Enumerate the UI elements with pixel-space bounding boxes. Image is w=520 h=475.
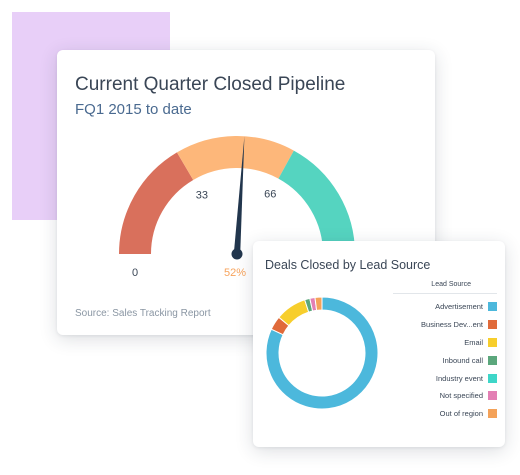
- legend-label: Out of region: [439, 409, 483, 419]
- donut-slice-advertisement: [265, 296, 379, 410]
- legend-item: Inbound call: [393, 351, 497, 369]
- legend-swatch: [488, 337, 497, 347]
- legend-swatch: [488, 320, 497, 330]
- gauge-band-1: [119, 152, 194, 255]
- gauge-tick-label: 66: [264, 189, 276, 201]
- legend-swatch: [488, 302, 497, 312]
- gauge-needle-hub: [231, 248, 243, 260]
- legend-label: Industry event: [435, 373, 483, 383]
- gauge-tick-label: 33: [196, 190, 208, 202]
- legend-label: Business Dev...ent: [421, 320, 483, 330]
- legend-items: Advertisement Business Dev...ent Email Inbo…: [393, 298, 497, 423]
- legend-swatch: [488, 373, 497, 383]
- legend-label: Advertisement: [435, 302, 483, 312]
- legend-label: Email: [464, 337, 483, 347]
- legend-item: Business Dev...ent: [393, 316, 497, 334]
- legend-item: Not specified: [393, 387, 497, 405]
- legend-swatch: [488, 355, 497, 365]
- gauge-source: Source: Sales Tracking Report: [75, 308, 211, 319]
- legend-item: Advertisement: [393, 298, 497, 316]
- donut-title: Deals Closed by Lead Source: [265, 258, 431, 272]
- gauge-value-label: 52%: [224, 267, 246, 279]
- gauge-title: Current Quarter Closed Pipeline: [75, 74, 346, 95]
- donut-slice-out-of-region: [314, 296, 323, 311]
- legend-item: Out of region: [393, 405, 497, 423]
- gauge-needle: [233, 136, 245, 255]
- donut-card: Deals Closed by Lead Source Lead Source …: [253, 241, 505, 447]
- donut-legend: Lead Source Advertisement Business Dev...…: [393, 281, 497, 423]
- gauge-subtitle: FQ1 2015 to date: [75, 101, 192, 118]
- legend-label: Inbound call: [442, 355, 483, 365]
- legend-item: Email: [393, 334, 497, 352]
- legend-label: Not specified: [439, 391, 483, 401]
- legend-swatch: [488, 391, 497, 401]
- legend-swatch: [488, 409, 497, 419]
- gauge-band-2: [176, 136, 294, 181]
- gauge-min-label: 0: [132, 267, 138, 279]
- legend-item: Industry event: [393, 369, 497, 387]
- donut-chart: [265, 296, 379, 410]
- legend-title: Lead Source: [393, 281, 497, 294]
